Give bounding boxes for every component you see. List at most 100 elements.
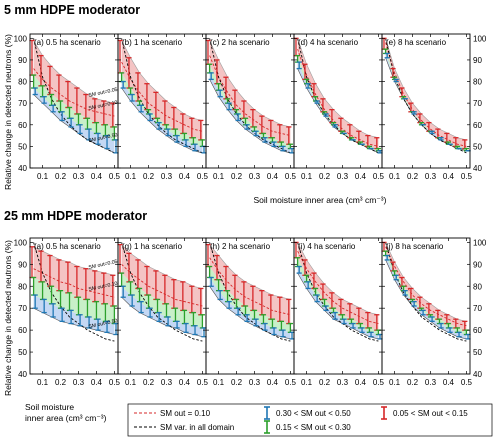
x-tick-label: 0.5 xyxy=(197,378,209,387)
errorbar-blue xyxy=(235,113,241,122)
band-green xyxy=(33,75,115,140)
errorbar-blue xyxy=(296,61,302,70)
band-blue xyxy=(33,295,115,335)
line-sm-out-0.05 xyxy=(385,242,467,322)
panel-g: (g) 1 ha scenario 0.1 0.2 0.3 0.4 0.5 xyxy=(117,237,209,387)
legend-swatch-red-errorbar xyxy=(381,406,387,420)
band-red xyxy=(385,242,467,331)
y-tick-label: 60 xyxy=(473,121,482,130)
errorbar-blue xyxy=(68,117,74,128)
legend-label-green-errorbar: 0.15 < SM out < 0.30 xyxy=(276,423,351,432)
title-top: 5 mm HDPE moderator xyxy=(4,3,140,17)
errorbar-blue xyxy=(402,289,408,296)
errorbar-blue xyxy=(438,137,444,141)
panel-j: (j) 8 ha scenario 40 50 60 70 80 90 100 0.1 0.2 0.… xyxy=(381,237,487,387)
x-tick-label: 0.2 xyxy=(319,172,331,181)
panel-frame xyxy=(381,33,471,169)
errorbar-blue xyxy=(350,322,356,329)
title-bottom: 25 mm HDPE moderator xyxy=(4,209,147,223)
errorbar-blue xyxy=(429,130,435,135)
errorbar-blue xyxy=(104,320,110,333)
x-tick-label: 0.5 xyxy=(285,172,297,181)
y-tick-label: 100 xyxy=(473,34,487,43)
line-sm-var-all-domain xyxy=(121,38,203,154)
line-sm-out-0.05 xyxy=(385,38,467,141)
line-sm-out-0.05 xyxy=(121,40,203,121)
errorbar-blue xyxy=(192,325,198,336)
panel-frame xyxy=(381,237,471,375)
errorbar-blue xyxy=(280,329,286,338)
y-tick-label: 80 xyxy=(18,282,27,291)
y-axis-label-bottom: Relative change in detected neutrons (%) xyxy=(3,240,13,396)
x-tick-label: 0.2 xyxy=(231,378,243,387)
x-tick-label: 0.4 xyxy=(267,172,279,181)
line-sm-var-all-domain xyxy=(209,38,291,154)
errorbar-blue xyxy=(41,96,47,104)
panel-title: (g) 1 ha scenario xyxy=(122,242,183,251)
errorbar-blue xyxy=(50,104,56,113)
errorbar-blue xyxy=(411,111,417,115)
errorbar-blue xyxy=(147,113,153,122)
line-sm-var-all-domain xyxy=(33,242,115,342)
errorbar-blue xyxy=(50,303,56,318)
line-sm-out-0.50 xyxy=(385,259,467,340)
line-sm-out-0.05 xyxy=(209,40,291,128)
line-sm-out-0.10 xyxy=(385,42,467,147)
x-tick-label: 0.5 xyxy=(373,378,385,387)
panel-d: (d) 4 ha scenario 0.1 0.2 0.3 0.4 0.5 xyxy=(293,33,385,181)
panel-a: (a) 0.5 ha scenario 40 50 60 70 80 90 100 0.1 0.2… xyxy=(14,33,121,181)
line-sm-out-0.50 xyxy=(209,79,291,154)
legend-swatch-green-errorbar xyxy=(264,420,270,434)
line-sm-out-0.05 xyxy=(297,242,379,316)
errorbar-blue xyxy=(429,316,435,323)
line-sm-out-0.50 xyxy=(33,307,115,335)
x-tick-label: 0.5 xyxy=(197,172,209,181)
errorbar-blue xyxy=(271,141,277,148)
errorbar-blue xyxy=(420,309,426,316)
legend-label-blue-errorbar: 0.30 < SM out < 0.50 xyxy=(276,409,351,418)
y-tick-label: 70 xyxy=(18,304,27,313)
x-tick-label: 0.3 xyxy=(425,378,437,387)
errorbar-blue xyxy=(447,327,453,333)
errorbar-blue xyxy=(77,124,83,135)
errorbar-blue xyxy=(104,134,110,150)
errorbar-blue xyxy=(208,276,214,287)
errorbar-blue xyxy=(41,298,47,314)
errorbar-blue xyxy=(305,281,311,290)
x-tick-label: 0.3 xyxy=(337,378,349,387)
x-axis-label-bottom-line1: Soil moisture xyxy=(25,402,74,412)
errorbar-blue xyxy=(384,254,390,261)
x-tick-label: 0.1 xyxy=(301,172,313,181)
line-sm-out-0.10 xyxy=(209,257,291,316)
errorbar-blue xyxy=(323,113,329,117)
legend-label-red-dashed: SM out = 0.10 xyxy=(160,409,211,418)
errorbar-blue xyxy=(32,87,38,96)
line-sm-out-0.50 xyxy=(297,272,379,340)
line-sm-out-0.50 xyxy=(121,296,203,337)
errorbar-blue xyxy=(244,314,250,323)
panel-title: (j) 8 ha scenario xyxy=(386,242,444,251)
x-tick-label: 0.1 xyxy=(125,378,137,387)
errorbar-blue xyxy=(86,128,92,141)
y-tick-label: 60 xyxy=(18,326,27,335)
errorbar-blue xyxy=(226,102,232,111)
band-green xyxy=(385,49,467,151)
errorbar-blue xyxy=(217,289,223,301)
errorbar-blue xyxy=(314,100,320,104)
x-tick-label: 0.4 xyxy=(355,378,367,387)
errorbar-blue xyxy=(323,305,329,312)
panel-title: (d) 4 ha scenario xyxy=(298,38,359,47)
errorbar-blue xyxy=(226,300,232,309)
x-tick-label: 0.4 xyxy=(91,378,103,387)
line-sm-out-0.50 xyxy=(121,87,203,154)
y-tick-label: 60 xyxy=(473,326,482,335)
y-tick-label: 80 xyxy=(18,78,27,87)
errorbar-blue xyxy=(262,322,268,331)
panel-f: (a) 0.5 ha scenario 40 50 60 70 80 90 100 0.1 0.2… xyxy=(14,237,121,387)
errorbar-blue xyxy=(244,124,250,130)
errorbar-blue xyxy=(208,72,214,81)
band-blue xyxy=(33,88,115,153)
errorbar-blue xyxy=(332,124,338,128)
legend-label-black-dashed: SM var. in all domain xyxy=(160,423,234,432)
